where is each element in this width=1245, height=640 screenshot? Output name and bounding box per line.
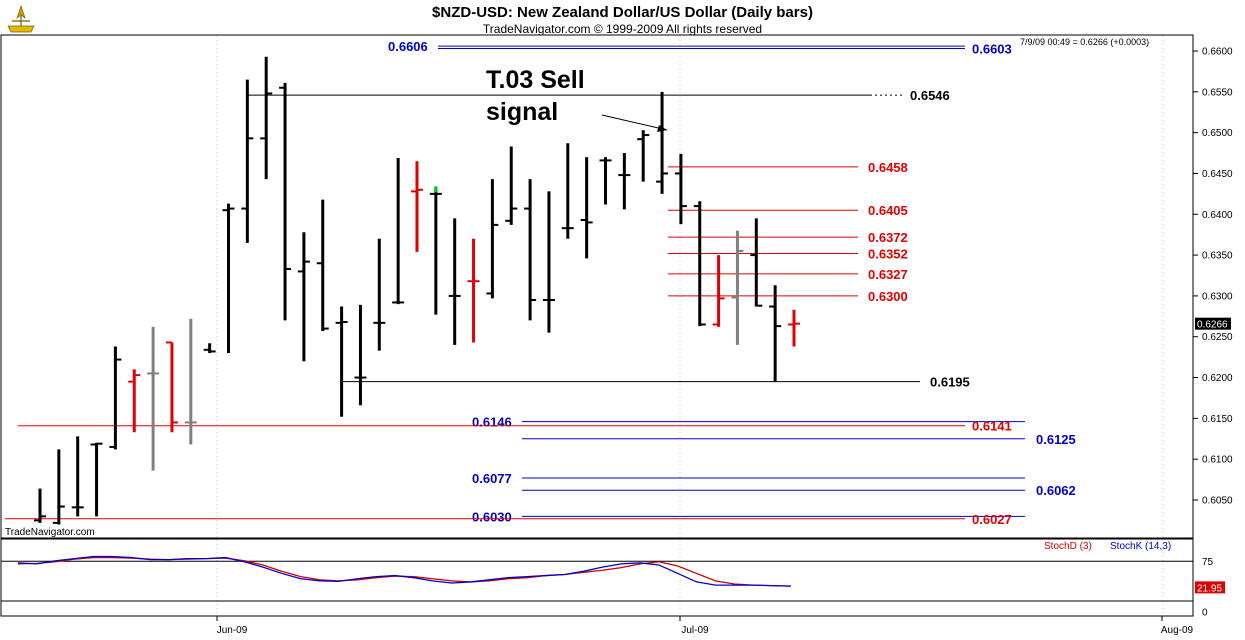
y-tick-label: 0.6600 <box>1202 47 1233 58</box>
stoch-value-box <box>1195 581 1225 594</box>
level-label: 0.6300 <box>868 289 908 304</box>
annotation-line-2: signal <box>486 98 559 126</box>
y-tick-label: 0.6500 <box>1202 128 1233 139</box>
level-label: 0.6125 <box>1036 432 1076 447</box>
price-stamp: 7/9/09 00:49 = 0.6266 (+0.0003) <box>1020 37 1150 47</box>
watermark: TradeNavigator.com <box>5 527 95 538</box>
y-tick-label: 0.6450 <box>1202 169 1233 180</box>
current-price-box <box>1195 317 1231 330</box>
y-tick-label: 0.6150 <box>1202 414 1233 425</box>
x-tick-label: Jun-09 <box>217 625 248 636</box>
level-label: 0.6458 <box>868 160 908 175</box>
y-tick-label: 0.6300 <box>1202 291 1233 302</box>
current-price-label: 0.6266 <box>1197 320 1228 331</box>
y-tick-label: 0.6200 <box>1202 373 1233 384</box>
level-label: 0.6327 <box>868 267 908 282</box>
level-label: 0.6146 <box>472 415 512 430</box>
level-label: 0.6062 <box>1036 483 1076 498</box>
y-tick-label: 0.6250 <box>1202 332 1233 343</box>
signal-arrow <box>601 114 668 131</box>
signal-marker <box>434 186 438 193</box>
stochd-legend: StochD (3) <box>1044 541 1092 552</box>
stoch-tick-label: 75 <box>1202 557 1214 568</box>
y-tick-label: 0.6400 <box>1202 210 1233 221</box>
stochk-legend: StochK (14,3) <box>1110 541 1172 552</box>
y-tick-label: 0.6050 <box>1202 496 1233 507</box>
signal-arrowhead <box>657 125 667 132</box>
stoch-value-label: 21.95 <box>1197 583 1222 594</box>
x-tick-label: Jul-09 <box>681 625 709 636</box>
level-label: 0.6606 <box>388 39 428 54</box>
trade-navigator-logo <box>7 4 35 33</box>
level-label: 0.6077 <box>472 471 512 486</box>
level-label: 0.6546 <box>910 88 950 103</box>
level-label: 0.6195 <box>930 375 970 390</box>
copyright-text: TradeNavigator.com © 1999-2009 All right… <box>482 22 763 36</box>
stoch-tick-label: 0 <box>1202 608 1208 619</box>
level-label: 0.6405 <box>868 203 908 218</box>
chart-title: $NZD-USD: New Zealand Dollar/US Dollar (… <box>432 4 813 21</box>
level-label: 0.6030 <box>472 509 512 524</box>
level-label: 0.6352 <box>868 246 908 261</box>
y-tick-label: 0.6350 <box>1202 251 1233 262</box>
level-label: 0.6141 <box>972 419 1012 434</box>
y-tick-label: 0.6100 <box>1202 455 1233 466</box>
annotation-line-1: T.03 Sell <box>486 66 585 94</box>
x-tick-label: Aug-09 <box>1161 625 1194 636</box>
level-label: 0.6603 <box>972 42 1012 57</box>
stoch-line <box>17 555 791 587</box>
level-label: 0.6372 <box>868 230 908 245</box>
y-tick-label: 0.6550 <box>1202 87 1233 98</box>
level-label: 0.6027 <box>972 512 1012 527</box>
sell-signal-annotation: T.03 Sell signal <box>486 64 585 128</box>
